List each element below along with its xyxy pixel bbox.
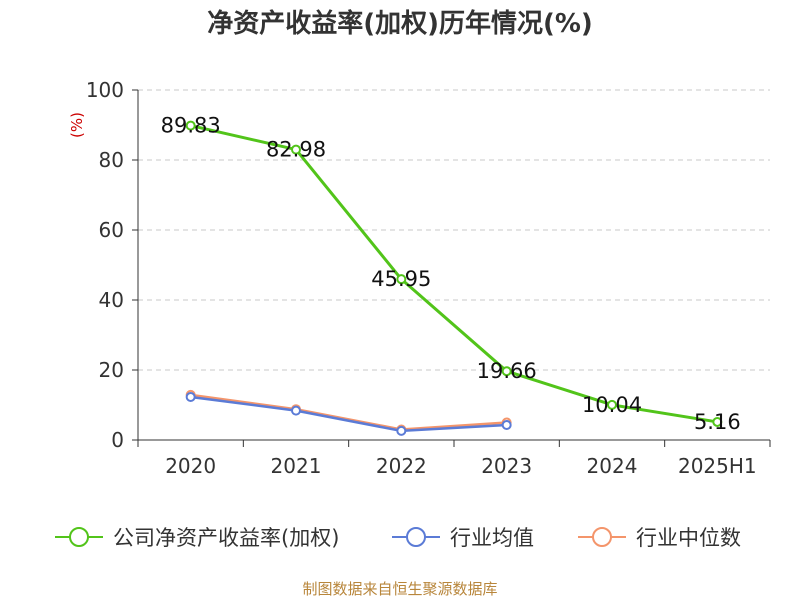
y-tick-label: 60: [99, 218, 124, 242]
data-point: [291, 405, 301, 416]
legend-label: 公司净资产收益率(加权): [113, 526, 339, 550]
data-point: [396, 425, 407, 436]
data-label: 5.16: [694, 410, 741, 434]
legend-marker: [592, 527, 612, 547]
source-note: 制图数据来自恒生聚源数据库: [302, 580, 497, 598]
x-tick-label: 2023: [481, 454, 532, 478]
series-line-2: [190, 393, 507, 431]
data-point: [291, 144, 301, 155]
data-label: 45.95: [371, 267, 431, 291]
data-label: 10.04: [582, 393, 642, 417]
data-point: [712, 416, 723, 427]
x-tick-label: 2024: [587, 454, 638, 478]
legend-marker: [406, 527, 426, 547]
legend-marker: [69, 527, 89, 547]
data-point: [607, 399, 617, 410]
data-point: [501, 366, 512, 377]
y-tick-label: 40: [99, 288, 124, 312]
y-tick-label: 80: [99, 148, 124, 172]
legend: 公司净资产收益率(加权) 行业均值 行业中位数: [55, 526, 741, 550]
x-tick-label: 2021: [271, 454, 322, 478]
data-point: [185, 120, 196, 131]
y-tick-label: 0: [111, 428, 124, 452]
y-tick-label: 20: [99, 358, 124, 382]
data-label: 89.83: [161, 114, 221, 138]
data-point: [396, 274, 407, 285]
y-unit-label: (%): [68, 112, 86, 138]
data-label: 19.66: [477, 359, 537, 383]
series-line-0: [190, 124, 718, 424]
x-tick-label: 2022: [376, 454, 427, 478]
data-label-layer: 89.83 82.98 45.95 19.66 10.04 5.16: [161, 114, 741, 434]
grid-layer: [138, 89, 770, 371]
data-label: 82.98: [266, 138, 326, 162]
y-tick-label: 100: [86, 78, 124, 102]
x-tick-label: 2025H1: [678, 454, 757, 478]
series-line-1: [190, 395, 507, 433]
data-point: [501, 419, 512, 430]
x-tick-label: 2020: [165, 454, 216, 478]
series-layer: [185, 120, 723, 436]
axis-layer: 0 20 40 60 80 100 2020 2021 2022 2023 2024 2025H1: [86, 78, 771, 478]
legend-label: 行业中位数: [636, 526, 741, 550]
data-point: [185, 391, 196, 402]
chart-title: 净资产收益率(加权)历年情况(%): [207, 8, 593, 39]
legend-label: 行业均值: [450, 526, 534, 550]
